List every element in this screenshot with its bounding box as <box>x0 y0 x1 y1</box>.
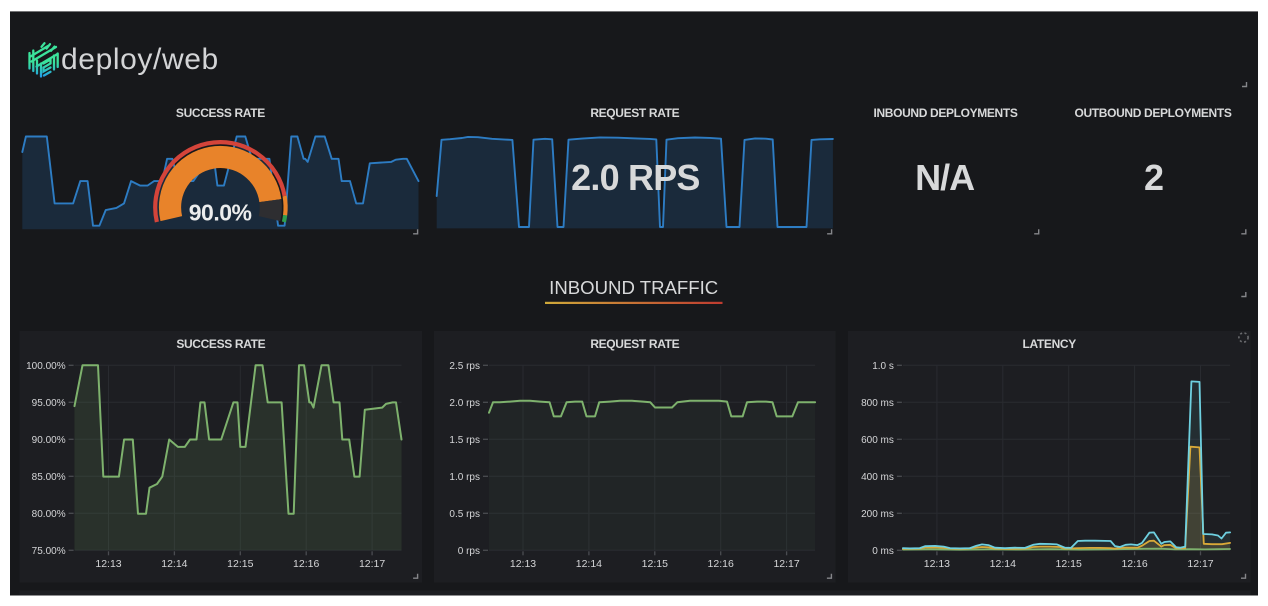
svg-text:12:16: 12:16 <box>293 558 319 570</box>
svg-text:12:13: 12:13 <box>510 558 536 570</box>
svg-text:12:17: 12:17 <box>773 558 799 570</box>
svg-text:12:17: 12:17 <box>359 558 385 570</box>
svg-text:800 ms: 800 ms <box>861 398 894 409</box>
svg-text:0 ms: 0 ms <box>872 546 894 557</box>
svg-text:80.00%: 80.00% <box>32 509 66 520</box>
svg-text:2.0 rps: 2.0 rps <box>449 398 480 409</box>
svg-text:0.5 rps: 0.5 rps <box>449 509 480 520</box>
svg-text:12:16: 12:16 <box>1121 558 1147 570</box>
svg-text:12:14: 12:14 <box>161 558 187 570</box>
svg-text:12:14: 12:14 <box>990 558 1016 570</box>
svg-text:1.0 rps: 1.0 rps <box>449 472 480 483</box>
svg-text:12:17: 12:17 <box>1187 558 1213 570</box>
svg-text:200 ms: 200 ms <box>861 509 894 520</box>
svg-text:0 rps: 0 rps <box>458 546 480 557</box>
svg-text:12:13: 12:13 <box>95 558 121 570</box>
svg-text:12:15: 12:15 <box>642 558 668 570</box>
svg-text:75.00%: 75.00% <box>32 546 66 557</box>
svg-text:12:14: 12:14 <box>576 558 602 570</box>
svg-text:400 ms: 400 ms <box>861 472 894 483</box>
svg-text:12:15: 12:15 <box>1056 558 1082 570</box>
svg-text:12:15: 12:15 <box>227 558 253 570</box>
svg-text:1.5 rps: 1.5 rps <box>449 435 480 446</box>
svg-text:1.0 s: 1.0 s <box>872 361 894 372</box>
svg-text:2.5 rps: 2.5 rps <box>449 361 480 372</box>
svg-text:600 ms: 600 ms <box>861 435 894 446</box>
svg-text:12:13: 12:13 <box>924 558 950 570</box>
svg-text:12:16: 12:16 <box>708 558 734 570</box>
svg-text:95.00%: 95.00% <box>32 398 66 409</box>
svg-text:90.00%: 90.00% <box>32 435 66 446</box>
svg-text:100.00%: 100.00% <box>26 361 66 372</box>
svg-text:85.00%: 85.00% <box>32 472 66 483</box>
